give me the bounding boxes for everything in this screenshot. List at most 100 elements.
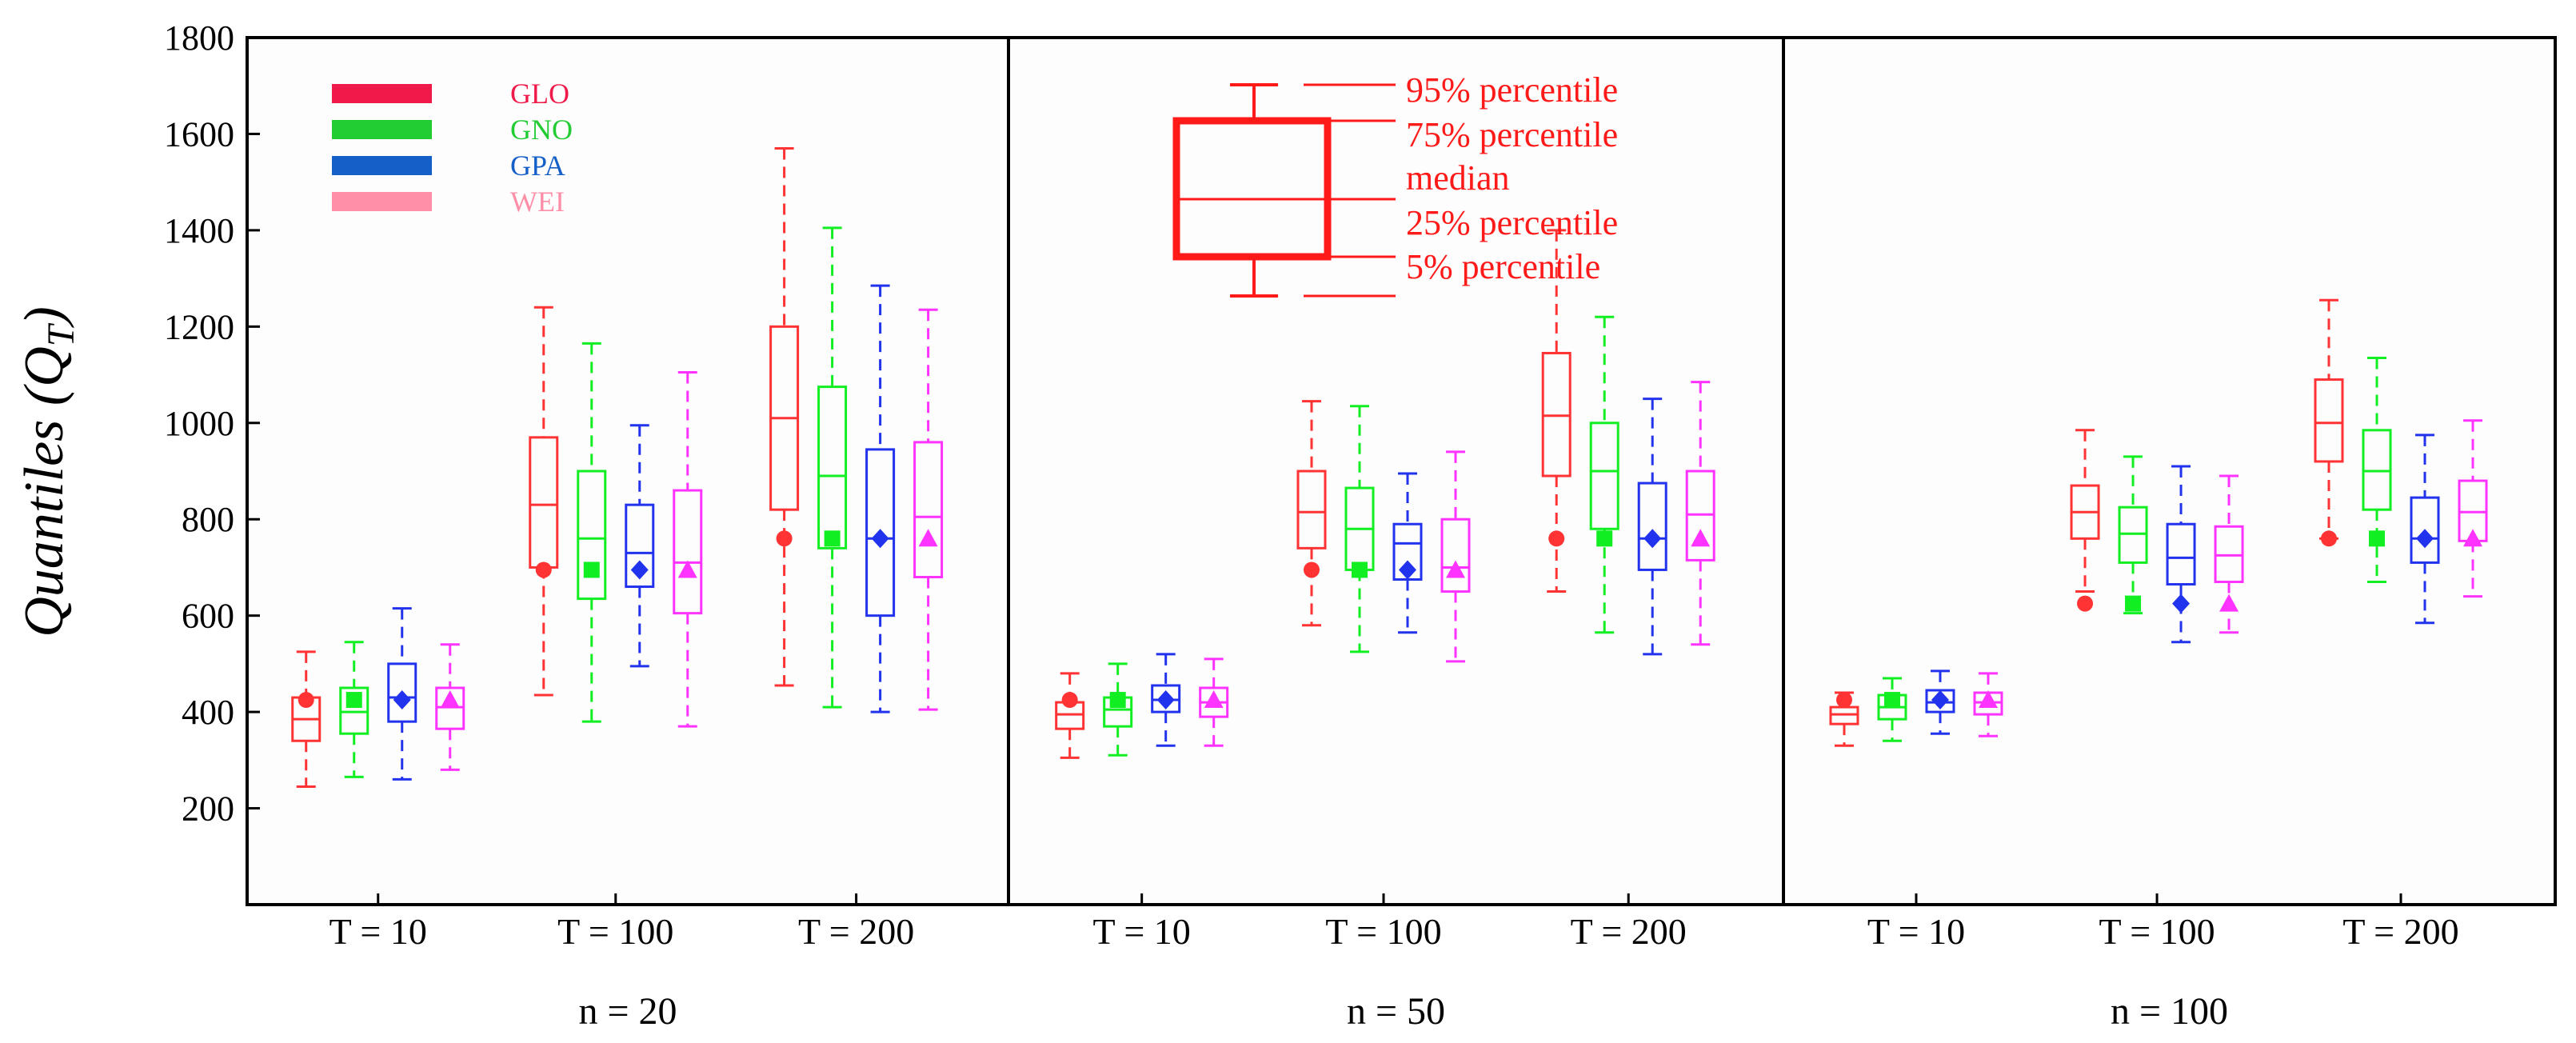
box-n-50-t-200-wei-true-value-marker — [1691, 529, 1711, 547]
panel-label-n-50: n = 50 — [1347, 990, 1445, 1033]
box-n-100-t-100-glo — [2070, 429, 2100, 612]
box-n-20-t-10-gpa-true-value-marker — [393, 690, 411, 710]
box-n-50-t-10-glo — [1055, 672, 1085, 759]
box-n-100-t-10-gpa-true-value-marker — [1931, 690, 1949, 710]
legend-label-gno: GNO — [510, 114, 573, 146]
box-n-50-t-100-wei-iqr — [1440, 518, 1471, 593]
explainer-label-95-percentile: 95% percentile — [1406, 70, 1618, 110]
group-label-n-20-t-200: T = 200 — [798, 911, 914, 952]
box-n-50-t-200-gno-iqr — [1589, 422, 1619, 530]
box-n-100-t-100-gpa — [2166, 465, 2196, 644]
y-axis-title-subscript: T — [40, 322, 82, 346]
box-n-100-t-200-glo-iqr — [2314, 378, 2344, 463]
box-n-100-t-10-gpa — [1925, 669, 1955, 735]
box-n-20-t-100-wei — [673, 371, 703, 728]
group-label-n-20-t-100: T = 100 — [557, 911, 673, 952]
box-n-100-t-200-wei — [2458, 419, 2488, 598]
box-n-20-t-100-gpa-iqr — [625, 503, 655, 589]
legend-swatch-gno — [332, 120, 432, 139]
group-label-n-50-t-200: T = 200 — [1571, 911, 1687, 952]
box-n-20-t-200-gno — [817, 226, 848, 709]
box-n-50-t-100-glo — [1296, 400, 1327, 627]
plot-area-background — [247, 38, 2555, 905]
box-n-20-t-100-glo — [529, 306, 559, 697]
box-n-100-t-200-gno-true-value-marker — [2369, 530, 2385, 547]
box-n-50-t-100-gpa — [1392, 472, 1423, 634]
box-n-20-t-100-wei-true-value-marker — [677, 560, 697, 578]
box-n-20-t-200-wei-iqr — [913, 441, 944, 578]
box-n-50-t-100-gno-true-value-marker — [1351, 561, 1368, 578]
panel-label-n-20: n = 20 — [578, 990, 677, 1033]
box-n-20-t-200-gpa — [865, 284, 896, 713]
box-n-100-t-100-gpa-true-value-marker — [2172, 593, 2191, 613]
y-tick-label-200: 200 — [182, 789, 234, 829]
box-n-100-t-10-glo — [1829, 691, 1859, 747]
box-n-50-t-200-gpa-true-value-marker — [1643, 529, 1662, 549]
group-label-n-50-t-10: T = 10 — [1093, 911, 1191, 952]
box-n-100-t-100-gno-iqr — [2118, 506, 2148, 564]
box-n-20-t-100-gno-iqr — [577, 470, 607, 601]
box-n-100-t-10-gno — [1877, 677, 1907, 742]
box-n-20-t-200-gpa-iqr — [865, 448, 896, 617]
y-tick-label-1600: 1600 — [164, 114, 234, 154]
box-n-20-t-100-gpa — [625, 424, 655, 668]
box-n-50-t-200-gno-true-value-marker — [1596, 530, 1613, 547]
legend-label-gpa: GPA — [510, 150, 565, 182]
box-n-100-t-10-gno-true-value-marker — [1883, 692, 1900, 709]
y-tick-label-1200: 1200 — [164, 307, 234, 346]
panel-label-n-100: n = 100 — [2111, 990, 2228, 1033]
box-n-100-t-10-wei — [1973, 672, 2003, 737]
explainer-label-5-percentile: 5% percentile — [1406, 247, 1600, 286]
box-n-100-t-100-glo-true-value-marker — [2077, 595, 2094, 612]
box-n-100-t-200-gpa-iqr — [2410, 496, 2440, 564]
box-n-100-t-100-gpa-iqr — [2166, 522, 2196, 586]
box-n-20-t-100-gpa-true-value-marker — [630, 560, 649, 580]
box-n-20-t-200-wei — [913, 308, 944, 711]
box-n-20-t-200-gno-iqr — [817, 386, 848, 549]
box-n-20-t-10-gno-true-value-marker — [345, 692, 362, 709]
box-n-100-t-10-gpa-iqr — [1925, 689, 1955, 713]
group-label-n-50-t-100: T = 100 — [1325, 911, 1441, 952]
y-axis-title-main: Quantiles (Q — [14, 346, 75, 637]
y-tick-label-600: 600 — [182, 597, 234, 636]
box-n-20-t-200-glo — [769, 147, 800, 687]
y-tick-label-1400: 1400 — [164, 211, 234, 250]
box-n-100-t-200-gno-iqr — [2362, 429, 2392, 511]
box-n-50-t-100-wei — [1440, 450, 1471, 663]
box-n-20-t-200-gpa-true-value-marker — [871, 529, 889, 549]
box-n-50-t-200-wei-iqr — [1685, 470, 1715, 561]
box-n-100-t-10-glo-true-value-marker — [1835, 692, 1852, 709]
box-n-100-t-200-glo — [2314, 298, 2344, 547]
box-n-100-t-100-wei-true-value-marker — [2219, 593, 2239, 612]
box-n-100-t-200-gno — [2362, 356, 2392, 584]
box-n-100-t-100-wei — [2214, 474, 2244, 634]
box-n-50-t-10-gpa — [1151, 653, 1181, 747]
box-n-50-t-200-gpa-iqr — [1637, 482, 1667, 571]
explainer-iqr-box — [1172, 117, 1332, 261]
box-n-20-t-10-glo-true-value-marker — [298, 692, 314, 709]
box-n-20-t-10-glo — [291, 650, 322, 788]
box-n-20-t-100-wei-iqr — [673, 489, 703, 615]
box-n-50-t-100-glo-iqr — [1296, 470, 1327, 549]
group-label-n-20-t-10: T = 10 — [329, 911, 427, 952]
box-n-20-t-200-glo-true-value-marker — [776, 530, 793, 547]
box-n-50-t-200-gpa — [1637, 398, 1667, 656]
legend-label-wei: WEI — [510, 186, 565, 218]
box-n-20-t-100-gno-true-value-marker — [583, 561, 600, 578]
y-axis-title-close: ) — [14, 306, 75, 328]
y-tick-label-1000: 1000 — [164, 404, 234, 443]
box-n-50-t-100-glo-true-value-marker — [1303, 561, 1320, 578]
box-n-50-t-200-wei — [1685, 381, 1715, 646]
box-n-20-t-200-wei-true-value-marker — [918, 529, 938, 547]
box-n-50-t-10-glo-true-value-marker — [1061, 692, 1078, 709]
box-n-20-t-10-gpa — [387, 607, 417, 781]
box-n-50-t-10-gno-true-value-marker — [1109, 692, 1126, 709]
y-tick-label-400: 400 — [182, 693, 234, 732]
legend-swatch-glo — [332, 84, 432, 103]
box-n-50-t-10-gpa-iqr — [1151, 684, 1181, 713]
box-n-100-t-200-gpa-true-value-marker — [2416, 529, 2434, 549]
box-n-100-t-100-gno — [2118, 455, 2148, 615]
box-n-50-t-100-gpa-iqr — [1392, 522, 1423, 581]
box-n-50-t-100-wei-true-value-marker — [1445, 560, 1465, 578]
